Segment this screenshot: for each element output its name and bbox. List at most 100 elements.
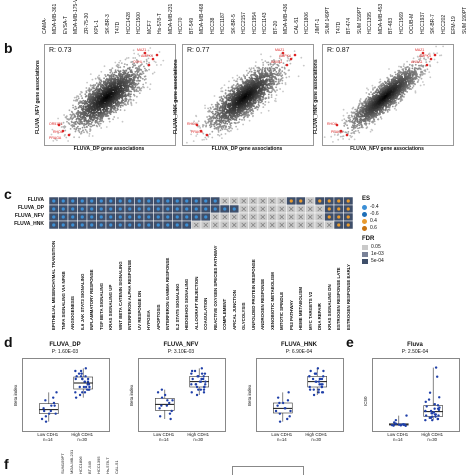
scatter-point [72,107,74,109]
scatter-point [92,87,94,89]
scatter-point [278,80,280,82]
scatter-point [99,116,101,118]
outlier-point [152,58,155,61]
scatter-point [149,47,151,49]
scatter-point [114,106,116,108]
cell-line-label: MDA-MB-361 [52,4,58,34]
scatter-point [251,67,253,69]
scatter-point [102,109,104,111]
scatter-point [219,99,221,101]
scatter-point [98,107,100,109]
scatter-point [126,57,128,59]
scatter-point [212,111,214,113]
scatter-point [219,96,221,98]
scatter-point [425,59,427,61]
scatter-point [52,140,54,142]
scatter-point [235,100,237,102]
scatter-point [81,131,83,133]
scatter-point [226,123,228,125]
outlier-label: RHOA [187,122,198,126]
scatter-point [69,109,71,111]
scatter-point [228,81,230,83]
scatter-point [244,86,246,88]
outlier-label: AMPK4 [141,54,153,58]
scatter-point [85,107,87,109]
scatter-point [204,107,206,109]
scatter-point [261,88,263,90]
scatter-point [106,92,108,94]
scatter-point [222,129,224,131]
scatter-point [112,95,114,97]
scatter-point [117,85,119,87]
scatter-point [107,81,109,83]
scatter-point [96,101,98,103]
scatter-point [212,106,214,108]
scatter-point [273,68,275,70]
cell-line-label: MDA-MB-436 [283,4,289,34]
scatter-point [242,110,244,112]
scatter-point [281,67,283,69]
cell-line-label: EVSA-T [63,16,69,34]
scatter-point [252,78,254,80]
scatter-point [241,99,243,101]
scatter-point [251,106,253,108]
scatter-point [118,79,120,81]
scatter-point [427,68,429,70]
scatter-point [254,101,256,103]
scatter-point [132,66,134,68]
scatter-point [121,62,123,64]
scatter-point [103,85,105,87]
scatter-point [109,72,111,74]
scatter-point [141,87,143,89]
outlier-label: OXHL [133,60,143,64]
scatter-point [284,72,286,74]
scatter-point [221,100,223,102]
cell-line-label: SK-BR-7 [430,14,436,34]
scatter-point [75,122,77,124]
scatter-point [244,76,246,78]
scatter-point [145,82,147,84]
scatter-point [212,116,214,118]
scatter-point [262,62,264,64]
scatter-point [77,123,79,125]
scatter-point [236,98,238,100]
scatter-point [246,74,248,76]
scatter-point [137,84,139,86]
scatter-point [78,106,80,108]
scatter-point [230,93,232,95]
scatter-point [124,101,126,103]
cell-line-label: BT-20 [273,21,279,34]
scatter-point [221,115,223,117]
cell-line-label: T47D [115,22,121,34]
scatter-point [258,102,260,104]
scatter-point [127,93,129,95]
scatter-point [253,92,255,94]
cell-line-label: HCC1395 [367,12,373,34]
scatter-point [199,127,201,129]
scatter-point [129,94,131,96]
scatter-point [278,65,280,67]
scatter-point [107,88,109,90]
scatter-point [86,82,88,84]
scatter-point [251,71,253,73]
scatter-point [249,102,251,104]
scatter-point [303,65,305,67]
scatter-point [226,97,228,99]
scatter-point [204,105,206,107]
scatter-point [85,95,87,97]
scatter-point [208,115,210,117]
scatter-point [109,104,111,106]
scatter-point [330,136,332,138]
scatter-point [270,56,272,58]
scatter-point [108,85,110,87]
scatter-point [222,99,224,101]
scatter-point [101,114,103,116]
scatter-point [120,102,122,104]
panel-b-letter: b [4,40,13,56]
scatter-point [265,101,267,103]
scatter-point [109,99,111,101]
scatter-point [115,79,117,81]
scatter-point [208,136,210,138]
scatter-point [100,108,102,110]
scatter-point [229,91,231,93]
